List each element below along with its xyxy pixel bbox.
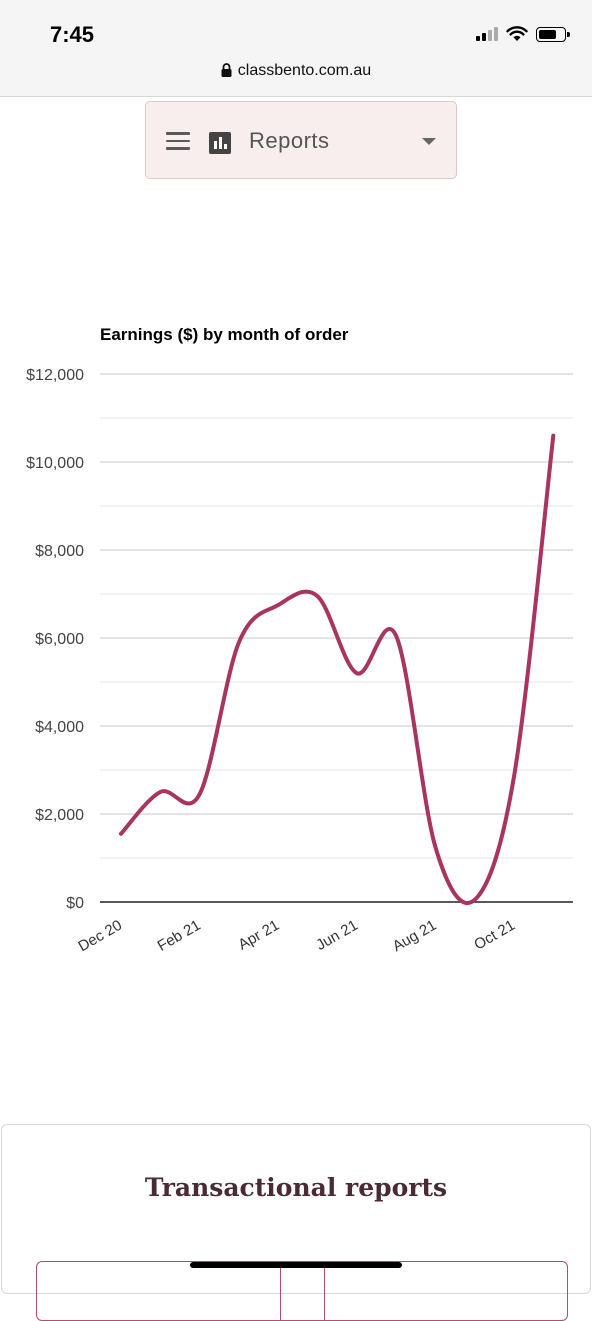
- chart-title: Earnings ($) by month of order: [100, 325, 349, 344]
- home-indicator: [190, 1262, 402, 1268]
- chevron-down-icon: [422, 138, 436, 145]
- reports-dropdown[interactable]: Reports: [145, 101, 457, 179]
- y-tick-label: $10,000: [26, 455, 84, 472]
- status-icons: [476, 26, 570, 42]
- address-bar[interactable]: classbento.com.au: [0, 62, 592, 80]
- x-tick-label: Oct 21: [471, 917, 518, 954]
- series-line-earnings: [119, 433, 556, 906]
- wifi-icon: [506, 26, 528, 41]
- x-tick-label: Apr 21: [235, 917, 282, 954]
- y-tick-label: $2,000: [35, 807, 84, 824]
- y-tick-label: $12,000: [26, 367, 84, 384]
- y-tick-label: $6,000: [35, 631, 84, 648]
- lock-icon: [221, 63, 232, 77]
- transactional-reports-title: Transactional reports: [144, 1173, 448, 1202]
- earnings-line-chart: $0 $2,000 $4,000 $6,000 $8,000 $10,000 $12,000…: [26, 367, 573, 955]
- battery-icon: [536, 26, 570, 42]
- transactional-reports-card: Transactional reports: [1, 1124, 591, 1321]
- transactional-report-tabs[interactable]: [36, 1261, 568, 1321]
- status-time: 7:45: [50, 22, 95, 47]
- cellular-signal-icon: [476, 27, 498, 41]
- hamburger-menu-icon: [166, 132, 190, 150]
- reports-label: Reports: [249, 128, 330, 153]
- y-tick-label: $8,000: [35, 543, 84, 560]
- y-tick-label: $4,000: [35, 719, 84, 736]
- bar-chart-icon: [209, 132, 231, 154]
- y-tick-label: $0: [66, 895, 84, 912]
- status-bar: 7:45 classbento.com.au: [0, 0, 592, 97]
- x-tick-label: Aug 21: [390, 917, 440, 955]
- x-tick-label: Jun 21: [313, 917, 361, 954]
- x-tick-label: Feb 21: [155, 917, 204, 955]
- url-text: classbento.com.au: [237, 62, 372, 79]
- x-tick-label: Dec 20: [75, 917, 125, 955]
